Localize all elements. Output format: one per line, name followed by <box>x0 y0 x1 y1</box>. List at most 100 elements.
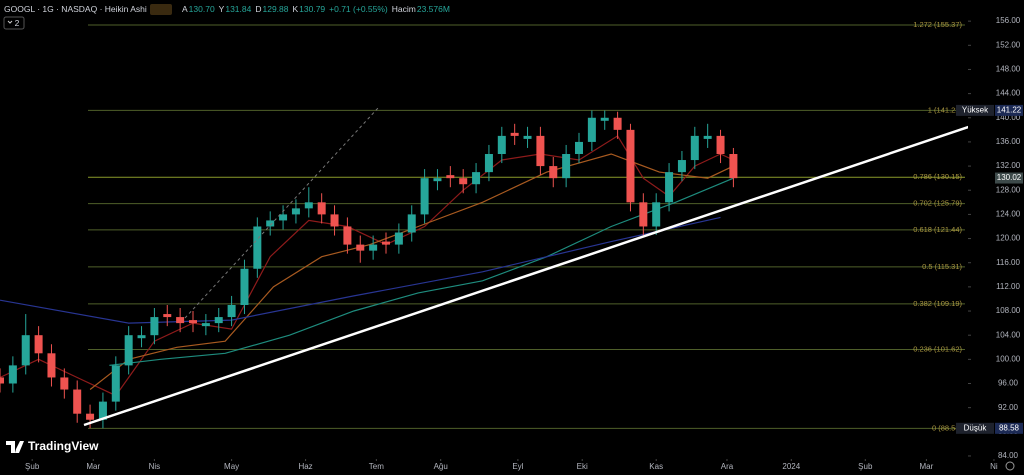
y-tick-label: 148.00 <box>996 65 1021 74</box>
candle-body <box>549 166 558 179</box>
price-tag <box>995 104 1023 116</box>
volume-label: Hacim <box>392 4 416 14</box>
ma-layer <box>0 135 734 397</box>
candle-body <box>34 335 43 354</box>
candle-body <box>690 135 699 161</box>
change: +0.71 (+0.55%) <box>329 4 388 14</box>
ohlc: A130.70 Y131.84 D129.88 K130.79 +0.71 (+0.55… <box>182 4 450 14</box>
candle-body <box>253 226 262 269</box>
candle-body <box>652 202 661 227</box>
x-tick-label: Ara <box>721 462 734 471</box>
candle-body <box>73 389 82 414</box>
fib-layer: 1.272 (155.37) 1 (141.22) 0.786 (130.15) 0.… <box>88 20 965 432</box>
ohlc-label: A <box>182 4 188 14</box>
badge[interactable]: 2 <box>15 18 20 28</box>
price-axis-bg <box>968 0 1024 475</box>
candle-body <box>587 117 596 142</box>
header: GOOGL · 1G · NASDAQ · Heikin Ashi <box>4 4 147 14</box>
tag-label-bg <box>956 422 994 434</box>
candle-body <box>600 117 609 121</box>
ohlc-label: K <box>292 4 298 14</box>
fib-label: 0 (88.58) <box>932 423 963 432</box>
candle-body <box>433 178 442 182</box>
candle-body <box>523 135 532 139</box>
y-tick-label: 120.00 <box>996 234 1021 243</box>
moving-average <box>0 135 734 397</box>
x-tick-label: Eki <box>577 462 588 471</box>
y-tick-label: 100.00 <box>996 354 1021 363</box>
candle-body <box>111 365 120 402</box>
candle-body <box>484 154 493 173</box>
ohlc-value: 131.84 <box>225 4 251 14</box>
settings-icon[interactable] <box>1005 461 1015 471</box>
trend-line <box>83 115 999 427</box>
candle-body <box>0 377 4 384</box>
price-tag <box>995 422 1023 434</box>
candle-body <box>497 135 506 155</box>
chevron[interactable] <box>7 20 13 24</box>
fib-label: 0.236 (101.62) <box>913 345 962 354</box>
y-tick-label: 136.00 <box>996 137 1021 146</box>
volume: 23.576M <box>417 4 450 14</box>
y-tick-label: 140.00 <box>996 113 1021 122</box>
y-tick-label: 84.00 <box>998 451 1019 460</box>
fib-label: 0.618 (121.44) <box>913 225 962 234</box>
ohlc-label: Y <box>219 4 225 14</box>
x-tick-label: Ni <box>990 462 998 471</box>
x-tick-label: Nis <box>149 462 161 471</box>
symbol: GOOGL · 1G · NASDAQ · Heikin Ashi <box>4 4 147 14</box>
price-tag <box>995 172 1023 184</box>
moving-average <box>0 216 721 324</box>
candle-body <box>214 317 223 324</box>
fib-label: 0.786 (130.15) <box>913 172 962 181</box>
y-tick-label: 152.00 <box>996 40 1021 49</box>
tag-label: Yüksek <box>962 106 989 115</box>
candle-body <box>163 314 172 318</box>
candle-body <box>665 172 674 203</box>
candle-body <box>291 208 300 215</box>
watermark: TradingView <box>28 439 99 453</box>
tag-label-bg <box>956 104 994 116</box>
candle-body <box>510 132 519 136</box>
y-tick-label: 156.00 <box>996 16 1021 25</box>
x-tick-label: Eyl <box>512 462 523 471</box>
candle-body <box>189 320 197 324</box>
ohlc-value: 130.79 <box>299 4 325 14</box>
fib-label: 1.272 (155.37) <box>913 20 962 29</box>
x-tick-label: 2024 <box>782 462 800 471</box>
moving-average <box>89 153 734 390</box>
candle-body <box>382 241 390 245</box>
candle-body <box>369 244 378 251</box>
ohlc-value: 129.88 <box>262 4 288 14</box>
price-tag-label: 141.22 <box>997 106 1022 115</box>
candle-body <box>176 317 185 324</box>
fib-label: 0.382 (109.19) <box>913 299 962 308</box>
candle-body <box>459 178 468 185</box>
fib-label: 1 (141.22) <box>928 105 963 114</box>
x-tick-label: Tem <box>369 462 384 471</box>
candle-body <box>613 117 622 130</box>
candle-body <box>394 232 403 245</box>
x-tick-label: Haz <box>298 462 312 471</box>
x-tick-label: Ağu <box>434 462 448 471</box>
candle-body <box>150 317 159 336</box>
candle-body <box>240 268 249 305</box>
fib-label: 0.702 (125.79) <box>913 199 962 208</box>
candle-body <box>124 335 133 366</box>
candle-body <box>266 220 275 227</box>
y-tick-label: 108.00 <box>996 306 1021 315</box>
badge-box[interactable] <box>3 16 25 30</box>
candle-body <box>472 172 481 185</box>
candle-body <box>639 202 648 227</box>
candle-body <box>98 401 107 420</box>
candle-body <box>626 129 635 203</box>
candle-body <box>729 154 738 179</box>
candle-body <box>201 323 210 327</box>
fib-label: 0.5 (115.31) <box>922 262 962 271</box>
ohlc-label: D <box>255 4 261 14</box>
y-tick-label: 112.00 <box>996 282 1020 291</box>
candle-body <box>677 160 686 173</box>
logo: TradingView <box>6 439 99 453</box>
price-tag-label: 88.58 <box>999 423 1020 432</box>
